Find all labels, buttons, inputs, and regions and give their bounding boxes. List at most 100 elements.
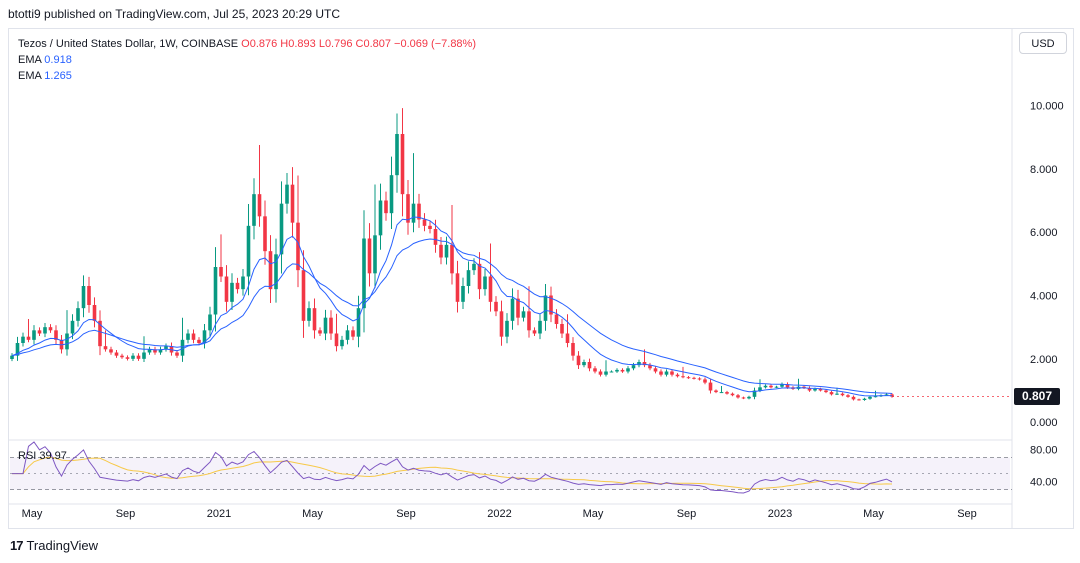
candle-body [615, 369, 619, 372]
candle-body [197, 339, 201, 343]
candle-body [758, 387, 762, 391]
candle-body [10, 355, 14, 359]
candle-body [835, 393, 839, 395]
currency-button[interactable]: USD [1019, 32, 1067, 54]
candle-body [395, 134, 399, 176]
candle-body [378, 200, 383, 236]
symbol-row: Tezos / United States Dollar, 1W, COINBA… [18, 36, 476, 52]
candle-body [840, 393, 845, 396]
candle-body [609, 371, 614, 373]
ema1-label: EMA [18, 54, 42, 66]
candle-body [549, 295, 553, 315]
candle-body [466, 270, 471, 286]
ema2-row[interactable]: EMA 1.265 [18, 68, 476, 84]
candle-body [318, 330, 322, 334]
tradingview-brand[interactable]: 17 TradingView [10, 538, 98, 553]
candle-body [813, 388, 817, 391]
candle-body [312, 308, 317, 331]
candle-body [164, 346, 168, 350]
candle-body [807, 387, 812, 391]
candle-body [92, 305, 97, 321]
candle-body [417, 203, 421, 220]
time-axis[interactable]: May Sep 2021 May Sep 2022 May Sep 2023 May Sep [22, 508, 977, 520]
candle-body [285, 184, 289, 204]
rsi-panel [10, 441, 1012, 494]
candle-body [362, 238, 366, 309]
candle-body [120, 355, 124, 358]
candle-body [620, 369, 625, 372]
candle-body [433, 229, 438, 245]
candle-body [114, 352, 119, 356]
rsi-tick-label: 40.00 [1030, 477, 1058, 489]
ema1-row[interactable]: EMA 0.918 [18, 52, 476, 68]
candle-body [725, 392, 729, 394]
time-tick-label: 2023 [768, 508, 792, 520]
candle-body [158, 349, 163, 353]
ema2-value: 1.265 [44, 70, 72, 82]
candle-body [136, 355, 141, 359]
candle-body [862, 398, 867, 400]
candle-body [785, 384, 790, 388]
candle-body [532, 330, 537, 334]
price-tick-label: 0.000 [1030, 417, 1058, 429]
candle-body [873, 396, 878, 398]
ema-lines [11, 216, 1012, 398]
candle-body [191, 333, 196, 340]
price-tick-label: 2.000 [1030, 354, 1058, 366]
rsi-legend[interactable]: RSI 39.97 [18, 450, 67, 462]
candle-body [648, 365, 652, 369]
candle-body [769, 385, 773, 388]
symbol-label[interactable]: Tezos / United States Dollar, 1W, COINBA… [18, 38, 239, 50]
candle-body [26, 336, 31, 340]
candle-body [76, 308, 80, 321]
candle-body [472, 263, 476, 271]
candle-body [186, 333, 190, 340]
time-tick-label: May [22, 508, 43, 520]
price-axis[interactable]: 10.000 8.000 6.000 4.000 2.000 0.000 80.00 40.0… [1030, 101, 1064, 489]
candle-body [274, 254, 278, 290]
publish-header: btotti9 published on TradingView.com, Ju… [8, 7, 340, 21]
candle-body [98, 320, 102, 347]
candle-body [307, 308, 311, 321]
candle-body [296, 222, 300, 271]
last-price-badge: 0.807 [1014, 388, 1060, 406]
candle-body [703, 379, 707, 383]
candle-body [604, 371, 608, 375]
candle-body [488, 276, 493, 302]
candle-body [125, 357, 130, 359]
candles [10, 108, 894, 401]
candle-body [406, 194, 410, 223]
candle-body [824, 390, 828, 393]
candle-body [65, 333, 69, 350]
candle-body [829, 392, 834, 395]
candle-body [356, 308, 361, 337]
candle-body [780, 384, 784, 387]
candle-body [774, 386, 779, 388]
candle-body [175, 352, 179, 356]
candle-body [37, 330, 42, 334]
candle-body [521, 311, 526, 318]
candle-body [543, 295, 548, 321]
time-tick-label: May [302, 508, 323, 520]
candle-body [527, 311, 531, 331]
brand-name: TradingView [26, 538, 99, 553]
candle-body [400, 134, 405, 195]
time-tick-label: May [583, 508, 604, 520]
candle-body [301, 270, 306, 321]
ema2-label: EMA [18, 70, 42, 82]
candle-body [714, 390, 718, 393]
chart-legend: Tezos / United States Dollar, 1W, COINBA… [18, 36, 476, 84]
candle-body [384, 200, 388, 214]
ema1-value: 0.918 [44, 54, 72, 66]
candle-body [857, 399, 861, 401]
candle-body [571, 343, 575, 356]
candle-body [653, 368, 658, 372]
candle-body [32, 330, 36, 340]
candle-body [334, 333, 339, 347]
candle-body [516, 298, 520, 318]
candle-body [224, 276, 229, 302]
candle-body [389, 175, 394, 214]
candle-body [439, 244, 443, 258]
candle-body [142, 352, 146, 359]
